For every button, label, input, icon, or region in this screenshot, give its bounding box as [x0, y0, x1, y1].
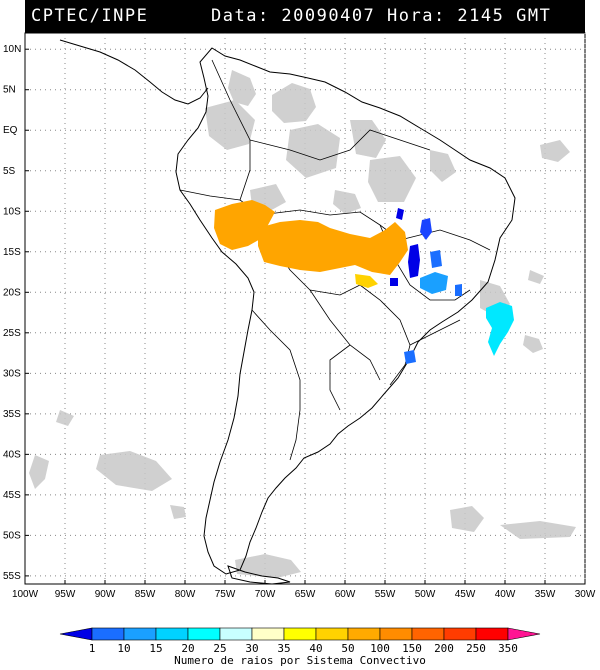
legend-swatch	[187, 627, 221, 641]
lat-label: 5N	[3, 85, 16, 96]
lat-label: EQ	[3, 125, 18, 136]
lon-label: 40W	[495, 589, 516, 600]
legend-swatch	[347, 627, 381, 641]
legend-arrow-high	[507, 627, 541, 641]
lon-label: 35W	[535, 589, 556, 600]
lon-label: 85W	[135, 589, 156, 600]
legend-tick-labels: 1 10 15 20 25 30 35 40 50 100 150 200 250 350	[89, 642, 518, 655]
legend-swatch	[315, 627, 349, 641]
cluster-yellow	[355, 274, 378, 288]
legend-swatch	[219, 627, 253, 641]
cluster-lightblue-1	[420, 272, 448, 294]
cluster-orange-central	[258, 220, 408, 275]
cluster-cyan	[486, 302, 514, 356]
latitude-labels: 10N 5N EQ 5S 10S 15S 20S 25S 30S 35S 40S 45S 50S 55S	[3, 44, 29, 582]
country-borders	[179, 59, 491, 461]
legend-swatch	[283, 627, 317, 641]
legend-tick: 30	[245, 642, 258, 655]
legend-tick: 1	[89, 642, 96, 655]
legend-tick: 10	[117, 642, 130, 655]
lat-label: 40S	[3, 449, 21, 460]
lon-label: 60W	[335, 589, 356, 600]
legend-swatch	[475, 627, 509, 641]
lon-label: 80W	[175, 589, 196, 600]
legend-tick: 20	[181, 642, 194, 655]
legend-tick: 200	[434, 642, 454, 655]
legend-tick: 40	[309, 642, 322, 655]
lon-label: 45W	[455, 589, 476, 600]
lon-label: 90W	[95, 589, 116, 600]
lat-label: 10N	[3, 44, 21, 55]
lon-label: 30W	[575, 589, 596, 600]
lat-label: 45S	[3, 490, 21, 501]
lon-label: 50W	[415, 589, 436, 600]
lat-label: 55S	[3, 571, 21, 582]
lon-label: 55W	[375, 589, 396, 600]
convective-clusters	[214, 200, 514, 364]
lat-label: 20S	[3, 287, 21, 298]
legend-tick: 250	[466, 642, 486, 655]
cluster-lightblue-2	[455, 284, 462, 296]
lon-label: 75W	[215, 589, 236, 600]
lat-label: 5S	[3, 166, 16, 177]
tierra-del-fuego-outline	[227, 565, 291, 585]
cluster-blue-4	[390, 278, 398, 286]
legend-tick: 15	[149, 642, 162, 655]
legend-arrow-low	[59, 627, 93, 641]
legend-tick: 25	[213, 642, 226, 655]
cluster-blue-6	[430, 250, 442, 268]
lat-label: 10S	[3, 206, 21, 217]
legend-tick: 50	[341, 642, 354, 655]
header-datetime: Data: 20090407 Hora: 2145 GMT	[211, 6, 552, 26]
lon-label: 95W	[55, 589, 76, 600]
coastlines	[59, 39, 516, 585]
legend-swatch	[155, 627, 189, 641]
legend-swatch	[251, 627, 285, 641]
cluster-blue-1	[408, 244, 420, 278]
south-america-outline	[175, 47, 516, 575]
legend-tick: 35	[277, 642, 290, 655]
central-america-outline	[59, 39, 209, 105]
cluster-blue-3	[396, 208, 404, 220]
lon-label: 70W	[255, 589, 276, 600]
legend-swatch	[123, 627, 157, 641]
legend-swatch	[411, 627, 445, 641]
legend-swatch	[91, 627, 125, 641]
lat-label: 35S	[3, 409, 21, 420]
lat-label: 25S	[3, 328, 21, 339]
lat-label: 30S	[3, 368, 21, 379]
lat-label: 50S	[3, 530, 21, 541]
cluster-blue-2	[420, 218, 432, 240]
lon-label: 100W	[12, 589, 39, 600]
legend-tick: 100	[370, 642, 390, 655]
cluster-blue-5	[404, 350, 416, 364]
longitude-labels: 100W 95W 90W 85W 80W 75W 70W 65W 60W 55W 50W 45W 40W…	[12, 580, 596, 600]
legend-swatch	[379, 627, 413, 641]
legend-tick: 350	[498, 642, 518, 655]
legend-caption: Numero de raios por Sistema Convectivo	[174, 654, 426, 667]
lat-label: 15S	[3, 247, 21, 258]
legend-swatch	[443, 627, 477, 641]
legend-colorbar	[59, 627, 541, 641]
legend-tick: 150	[402, 642, 422, 655]
lon-label: 65W	[295, 589, 316, 600]
title-bar: CPTEC/INPE Data: 20090407 Hora: 2145 GMT	[25, 0, 585, 33]
header-org: CPTEC/INPE	[31, 6, 149, 26]
